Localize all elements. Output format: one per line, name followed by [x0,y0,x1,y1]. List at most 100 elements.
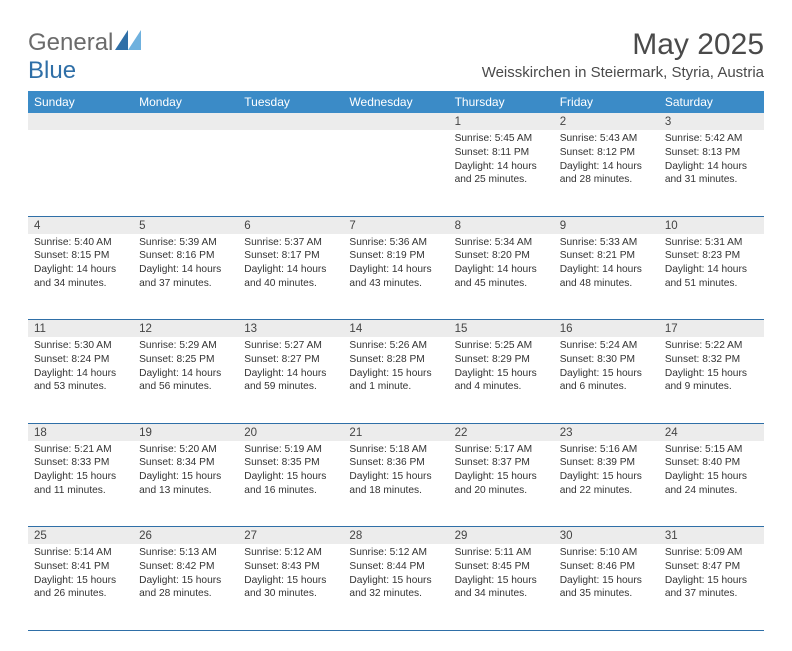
week-row: Sunrise: 5:14 AMSunset: 8:41 PMDaylight:… [28,544,764,630]
day-number-cell: 10 [659,216,764,234]
day-number-cell: 8 [449,216,554,234]
day-cell-body: Sunrise: 5:45 AMSunset: 8:11 PMDaylight:… [449,130,554,191]
day-cell-body: Sunrise: 5:29 AMSunset: 8:25 PMDaylight:… [133,337,238,398]
day-cell: Sunrise: 5:42 AMSunset: 8:13 PMDaylight:… [659,130,764,216]
day-number-cell [343,113,448,130]
day-number-cell: 14 [343,320,448,338]
day-cell-body: Sunrise: 5:25 AMSunset: 8:29 PMDaylight:… [449,337,554,398]
day-number-cell: 3 [659,113,764,130]
day-cell: Sunrise: 5:10 AMSunset: 8:46 PMDaylight:… [554,544,659,630]
day-cell: Sunrise: 5:37 AMSunset: 8:17 PMDaylight:… [238,234,343,320]
day-cell: Sunrise: 5:31 AMSunset: 8:23 PMDaylight:… [659,234,764,320]
day-cell: Sunrise: 5:11 AMSunset: 8:45 PMDaylight:… [449,544,554,630]
day-cell: Sunrise: 5:27 AMSunset: 8:27 PMDaylight:… [238,337,343,423]
day-number-row: 45678910 [28,216,764,234]
day-number-cell: 12 [133,320,238,338]
calendar-body: 123Sunrise: 5:45 AMSunset: 8:11 PMDaylig… [28,113,764,630]
day-cell: Sunrise: 5:15 AMSunset: 8:40 PMDaylight:… [659,441,764,527]
day-cell: Sunrise: 5:39 AMSunset: 8:16 PMDaylight:… [133,234,238,320]
day-cell [133,130,238,216]
day-cell: Sunrise: 5:33 AMSunset: 8:21 PMDaylight:… [554,234,659,320]
day-cell-body: Sunrise: 5:26 AMSunset: 8:28 PMDaylight:… [343,337,448,398]
day-cell: Sunrise: 5:20 AMSunset: 8:34 PMDaylight:… [133,441,238,527]
day-cell-body: Sunrise: 5:17 AMSunset: 8:37 PMDaylight:… [449,441,554,502]
day-cell-body: Sunrise: 5:36 AMSunset: 8:19 PMDaylight:… [343,234,448,295]
day-cell [343,130,448,216]
day-number-cell: 17 [659,320,764,338]
day-cell [238,130,343,216]
day-number-cell: 7 [343,216,448,234]
week-row: Sunrise: 5:30 AMSunset: 8:24 PMDaylight:… [28,337,764,423]
title-block: May 2025 Weisskirchen in Steiermark, Sty… [482,28,764,81]
day-cell-body: Sunrise: 5:20 AMSunset: 8:34 PMDaylight:… [133,441,238,502]
day-cell: Sunrise: 5:25 AMSunset: 8:29 PMDaylight:… [449,337,554,423]
weekday-header: Saturday [659,91,764,113]
day-cell-body: Sunrise: 5:24 AMSunset: 8:30 PMDaylight:… [554,337,659,398]
day-cell-body: Sunrise: 5:22 AMSunset: 8:32 PMDaylight:… [659,337,764,398]
day-cell-body: Sunrise: 5:30 AMSunset: 8:24 PMDaylight:… [28,337,133,398]
weekday-header: Tuesday [238,91,343,113]
day-number-cell: 9 [554,216,659,234]
day-number-cell: 2 [554,113,659,130]
day-cell-body: Sunrise: 5:34 AMSunset: 8:20 PMDaylight:… [449,234,554,295]
day-number-cell: 30 [554,527,659,545]
day-cell: Sunrise: 5:09 AMSunset: 8:47 PMDaylight:… [659,544,764,630]
day-cell: Sunrise: 5:43 AMSunset: 8:12 PMDaylight:… [554,130,659,216]
brand-text: General Blue [28,28,141,85]
month-title: May 2025 [482,28,764,62]
day-cell-body: Sunrise: 5:40 AMSunset: 8:15 PMDaylight:… [28,234,133,295]
day-cell-body: Sunrise: 5:14 AMSunset: 8:41 PMDaylight:… [28,544,133,605]
day-number-row: 18192021222324 [28,423,764,441]
day-number-cell: 1 [449,113,554,130]
day-cell: Sunrise: 5:22 AMSunset: 8:32 PMDaylight:… [659,337,764,423]
day-cell-body: Sunrise: 5:43 AMSunset: 8:12 PMDaylight:… [554,130,659,191]
day-cell-body: Sunrise: 5:33 AMSunset: 8:21 PMDaylight:… [554,234,659,295]
day-cell: Sunrise: 5:12 AMSunset: 8:44 PMDaylight:… [343,544,448,630]
day-cell-body: Sunrise: 5:13 AMSunset: 8:42 PMDaylight:… [133,544,238,605]
day-number-row: 11121314151617 [28,320,764,338]
day-number-cell: 19 [133,423,238,441]
day-number-row: 123 [28,113,764,130]
day-cell: Sunrise: 5:45 AMSunset: 8:11 PMDaylight:… [449,130,554,216]
day-number-cell [133,113,238,130]
week-row: Sunrise: 5:21 AMSunset: 8:33 PMDaylight:… [28,441,764,527]
day-number-cell: 25 [28,527,133,545]
day-number-cell: 6 [238,216,343,234]
day-cell [28,130,133,216]
day-number-cell: 22 [449,423,554,441]
day-cell: Sunrise: 5:14 AMSunset: 8:41 PMDaylight:… [28,544,133,630]
day-number-cell [238,113,343,130]
day-number-cell: 27 [238,527,343,545]
brand-logo: General Blue [28,28,141,85]
day-number-cell: 20 [238,423,343,441]
header: General Blue May 2025 Weisskirchen in St… [28,28,764,85]
day-cell: Sunrise: 5:16 AMSunset: 8:39 PMDaylight:… [554,441,659,527]
day-number-cell: 11 [28,320,133,338]
day-cell: Sunrise: 5:18 AMSunset: 8:36 PMDaylight:… [343,441,448,527]
day-number-cell: 15 [449,320,554,338]
day-cell-body: Sunrise: 5:11 AMSunset: 8:45 PMDaylight:… [449,544,554,605]
day-cell: Sunrise: 5:24 AMSunset: 8:30 PMDaylight:… [554,337,659,423]
day-number-cell: 13 [238,320,343,338]
day-cell-body: Sunrise: 5:27 AMSunset: 8:27 PMDaylight:… [238,337,343,398]
day-number-cell: 21 [343,423,448,441]
day-number-cell: 28 [343,527,448,545]
week-row: Sunrise: 5:45 AMSunset: 8:11 PMDaylight:… [28,130,764,216]
day-cell: Sunrise: 5:36 AMSunset: 8:19 PMDaylight:… [343,234,448,320]
day-number-cell [28,113,133,130]
day-number-cell: 18 [28,423,133,441]
weekday-header: Sunday [28,91,133,113]
week-row: Sunrise: 5:40 AMSunset: 8:15 PMDaylight:… [28,234,764,320]
day-cell: Sunrise: 5:19 AMSunset: 8:35 PMDaylight:… [238,441,343,527]
day-cell-body: Sunrise: 5:31 AMSunset: 8:23 PMDaylight:… [659,234,764,295]
day-cell-body: Sunrise: 5:21 AMSunset: 8:33 PMDaylight:… [28,441,133,502]
calendar-page: General Blue May 2025 Weisskirchen in St… [0,0,792,651]
location-text: Weisskirchen in Steiermark, Styria, Aust… [482,64,764,81]
day-cell: Sunrise: 5:29 AMSunset: 8:25 PMDaylight:… [133,337,238,423]
day-number-cell: 16 [554,320,659,338]
day-cell-body: Sunrise: 5:16 AMSunset: 8:39 PMDaylight:… [554,441,659,502]
weekday-header: Monday [133,91,238,113]
day-cell-body: Sunrise: 5:12 AMSunset: 8:44 PMDaylight:… [343,544,448,605]
day-cell: Sunrise: 5:40 AMSunset: 8:15 PMDaylight:… [28,234,133,320]
day-cell-body: Sunrise: 5:37 AMSunset: 8:17 PMDaylight:… [238,234,343,295]
